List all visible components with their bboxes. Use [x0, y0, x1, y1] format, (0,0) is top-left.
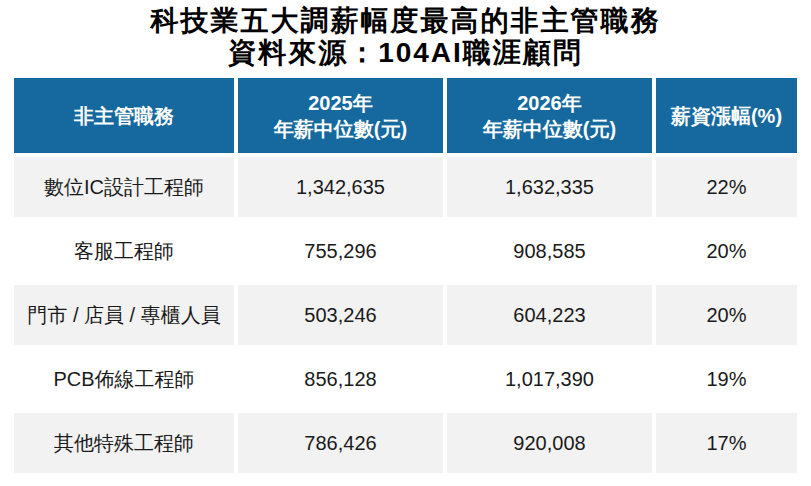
salary-2025-cell: 786,426 [238, 413, 443, 473]
header-2026-line2: 年薪中位數(元) [483, 116, 616, 142]
salary-table: 非主管職務 2025年 年薪中位數(元) 2026年 年薪中位數(元) 薪資漲幅… [14, 78, 797, 473]
page-subtitle: 資料來源：104AI職涯顧問 [0, 37, 811, 69]
salary-2026-cell: 920,008 [447, 413, 652, 473]
page-title: 科技業五大調薪幅度最高的非主管職務 [0, 5, 811, 37]
header-cell-2026: 2026年 年薪中位數(元) [447, 78, 652, 153]
header-2026-line1: 2026年 [517, 90, 582, 116]
increase-cell: 19% [656, 349, 797, 409]
salary-2025-cell: 1,342,635 [238, 157, 443, 217]
salary-2025-cell: 503,246 [238, 285, 443, 345]
salary-2025-cell: 856,128 [238, 349, 443, 409]
header-increase-label: 薪資漲幅(%) [671, 103, 782, 129]
increase-cell: 20% [656, 221, 797, 281]
position-cell: 客服工程師 [14, 221, 234, 281]
position-cell: 門市 / 店員 / 專櫃人員 [14, 285, 234, 345]
salary-2026-cell: 1,632,335 [447, 157, 652, 217]
salary-2026-cell: 908,585 [447, 221, 652, 281]
salary-2026-cell: 604,223 [447, 285, 652, 345]
increase-cell: 17% [656, 413, 797, 473]
salary-2026-cell: 1,017,390 [447, 349, 652, 409]
header-position-label: 非主管職務 [74, 103, 174, 129]
header-cell-position: 非主管職務 [14, 78, 234, 153]
salary-2025-cell: 755,296 [238, 221, 443, 281]
increase-cell: 22% [656, 157, 797, 217]
position-cell: PCB佈線工程師 [14, 349, 234, 409]
header-cell-increase: 薪資漲幅(%) [656, 78, 797, 153]
header-cell-2025: 2025年 年薪中位數(元) [238, 78, 443, 153]
position-cell: 數位IC設計工程師 [14, 157, 234, 217]
position-cell: 其他特殊工程師 [14, 413, 234, 473]
increase-cell: 20% [656, 285, 797, 345]
title-block: 科技業五大調薪幅度最高的非主管職務 資料來源：104AI職涯顧問 [0, 0, 811, 69]
header-2025-line2: 年薪中位數(元) [274, 116, 407, 142]
header-2025-line1: 2025年 [308, 90, 373, 116]
